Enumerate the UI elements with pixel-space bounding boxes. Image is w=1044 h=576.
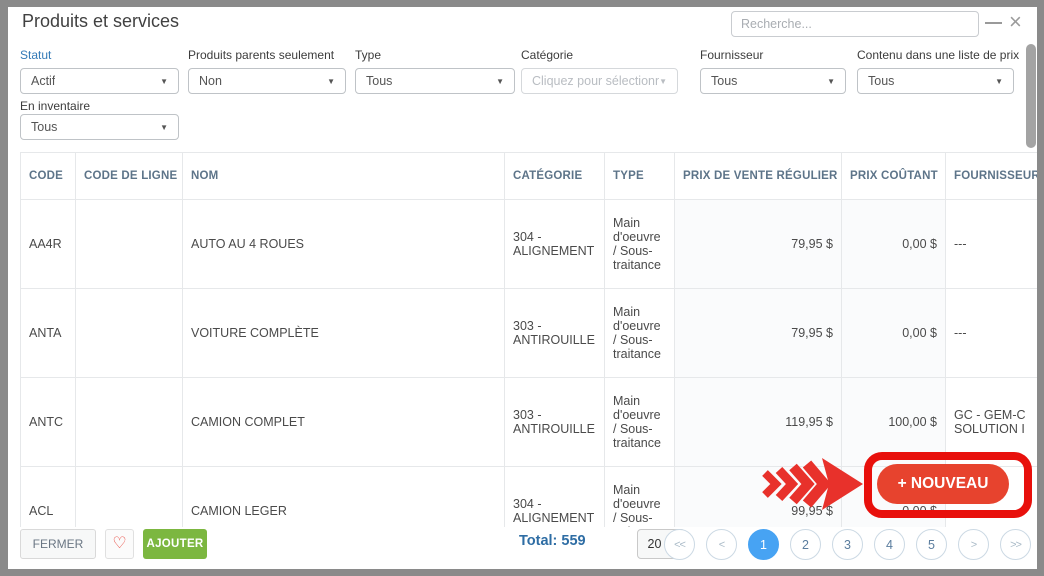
cell-category: 303 - ANTIROUILLE [505,378,605,467]
col-header-fournisseur[interactable]: FOURNISSEUR [946,153,1038,200]
filter-label-statut: Statut [20,48,51,62]
page-size-value: 20 [648,537,662,551]
page-first-button[interactable]: << [664,529,695,560]
total-label: Total: [519,533,557,549]
chevron-down-icon: ▼ [995,77,1003,86]
col-header-nom[interactable]: NOM [183,153,505,200]
filter-select-fournisseur[interactable]: Tous ▼ [700,68,846,94]
cell-type: Main d'oeuvre / Sous-traitance [605,289,675,378]
cell-regular-price: 79,95 $ [675,200,842,289]
cell-line-code [76,200,183,289]
cell-code: AA4R [21,200,76,289]
chevron-down-icon: ▼ [659,77,667,86]
table-row[interactable]: ANTA VOITURE COMPLÈTE 303 - ANTIROUILLE … [21,289,1038,378]
col-header-code-ligne[interactable]: CODE DE LIGNE [76,153,183,200]
cell-type: Main d'oeuvre / Sous-traitance [605,378,675,467]
cell-name: CAMION COMPLET [183,378,505,467]
cell-line-code [76,289,183,378]
filter-label-categorie: Catégorie [521,48,573,62]
cell-category: 303 - ANTIROUILLE [505,289,605,378]
col-header-prix-coutant[interactable]: PRIX COÛTANT [842,153,946,200]
table-row[interactable]: AA4R AUTO AU 4 ROUES 304 - ALIGNEMENT Ma… [21,200,1038,289]
cell-supplier: --- [946,289,1038,378]
page-2-button[interactable]: 2 [790,529,821,560]
cell-type: Main d'oeuvre / Sous-traitance [605,467,675,528]
heart-icon: ♡ [112,536,126,552]
page-4-button[interactable]: 4 [874,529,905,560]
red-chevron-arrows-icon [758,456,864,512]
filter-label-parents: Produits parents seulement [188,48,334,62]
cell-regular-price: 79,95 $ [675,289,842,378]
page-prev-button[interactable]: < [706,529,737,560]
filter-placeholder: Cliquez pour sélectionner [532,74,659,88]
chevron-down-icon: ▼ [827,77,835,86]
col-header-prix-vente[interactable]: PRIX DE VENTE RÉGULIER [675,153,842,200]
chevron-down-icon: ▼ [160,123,168,132]
cell-line-code [76,378,183,467]
cell-code: ANTC [21,378,76,467]
page-title: Produits et services [22,11,179,32]
filter-select-statut[interactable]: Actif ▼ [20,68,179,94]
filter-select-type[interactable]: Tous ▼ [355,68,515,94]
col-header-categorie[interactable]: CATÉGORIE [505,153,605,200]
total-value: 559 [561,533,585,549]
ajouter-button[interactable]: AJOUTER [143,529,207,559]
filter-value: Tous [366,74,392,88]
vertical-scrollbar[interactable] [1026,44,1036,148]
table-header-row: CODE CODE DE LIGNE NOM CATÉGORIE TYPE PR… [21,153,1038,200]
chevron-down-icon: ▼ [160,77,168,86]
favorite-button[interactable]: ♡ [105,529,134,559]
total-count: Total: 559 [519,533,586,549]
filter-select-inventaire[interactable]: Tous ▼ [20,114,179,140]
filter-value: Tous [711,74,737,88]
cell-code: ANTA [21,289,76,378]
filter-value: Non [199,74,222,88]
cell-code: ACL [21,467,76,528]
cell-type: Main d'oeuvre / Sous-traitance [605,200,675,289]
filter-select-liste-prix[interactable]: Tous ▼ [857,68,1014,94]
page-1-button[interactable]: 1 [748,529,779,560]
filter-value: Tous [31,120,57,134]
cell-name: AUTO AU 4 ROUES [183,200,505,289]
filter-label-fournisseur: Fournisseur [700,48,763,62]
cell-line-code [76,467,183,528]
cell-cost-price: 0,00 $ [842,289,946,378]
page-next-button[interactable]: > [958,529,989,560]
nouveau-button[interactable]: + NOUVEAU [877,464,1009,504]
chevron-down-icon: ▼ [327,77,335,86]
filter-select-parents[interactable]: Non ▼ [188,68,346,94]
col-header-code[interactable]: CODE [21,153,76,200]
filter-label-liste-prix: Contenu dans une liste de prix [857,48,1019,62]
search-input[interactable] [731,11,979,37]
cell-name: CAMION LEGER [183,467,505,528]
page-5-button[interactable]: 5 [916,529,947,560]
cell-supplier: --- [946,200,1038,289]
filter-label-type: Type [355,48,381,62]
page-3-button[interactable]: 3 [832,529,863,560]
filter-label-inventaire: En inventaire [20,99,90,113]
cell-regular-price: 119,95 $ [675,378,842,467]
filter-value: Actif [31,74,55,88]
filter-select-categorie[interactable]: Cliquez pour sélectionner▼ [521,68,678,94]
cell-category: 304 - ALIGNEMENT [505,467,605,528]
close-icon[interactable]: × [1009,9,1022,35]
filter-value: Tous [868,74,894,88]
pagination: << < 1 2 3 4 5 > >> [664,529,1031,560]
cell-category: 304 - ALIGNEMENT [505,200,605,289]
chevron-down-icon: ▼ [496,77,504,86]
cell-name: VOITURE COMPLÈTE [183,289,505,378]
col-header-type[interactable]: TYPE [605,153,675,200]
cell-cost-price: 0,00 $ [842,200,946,289]
minimize-icon[interactable] [985,22,1002,24]
fermer-button[interactable]: FERMER [20,529,96,559]
page-last-button[interactable]: >> [1000,529,1031,560]
